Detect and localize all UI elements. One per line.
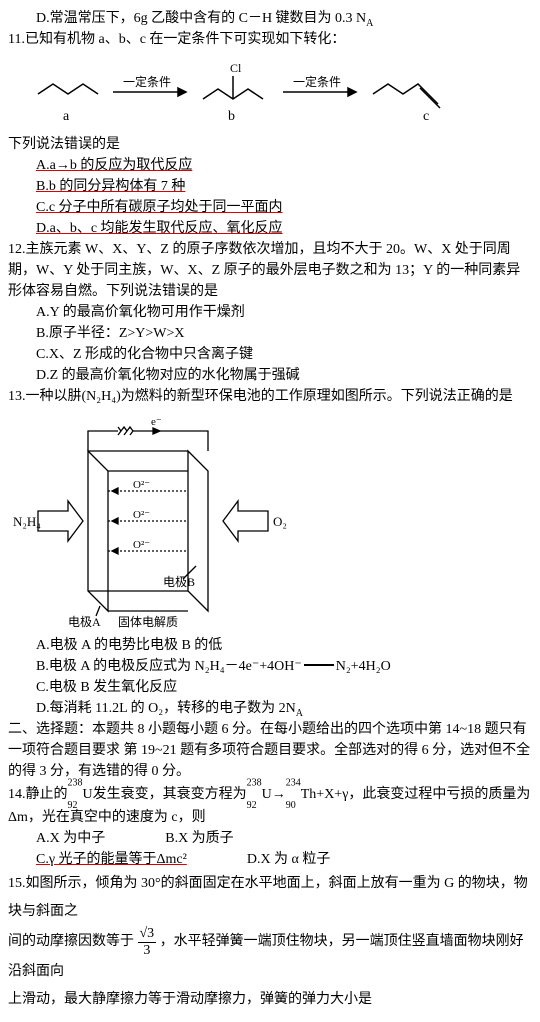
q11-prompt: 下列说法错误的是 (8, 134, 532, 155)
section2-heading: 二、选择题：本题共 8 小题每小题 6 分。在每小题给出的四个选项中第 14~1… (8, 719, 532, 782)
q12-stem: 12.主族元素 W、X、Y、Z 的原子序数依次增加，且均不大于 20。W、X 处… (8, 239, 532, 302)
q12-option-b: B.原子半径：Z>Y>W>X (36, 323, 532, 344)
q11-option-b: B.b 的同分异构体有 7 种 (36, 176, 532, 197)
q11-stem: 11.已知有机物 a、b、c 在一定条件下可实现如下转化： (8, 29, 532, 50)
svg-text:固体电解质: 固体电解质 (118, 615, 178, 629)
q11-option-c: C.c 分子中所有碳原子均处于同一平面内 (36, 197, 532, 218)
q13-figure: e⁻ O²⁻ O²⁻ O²⁻ N₂H₄ O₂ 电极B 电极A 固体电解质 (8, 411, 532, 631)
q15-stem: 15.如图所示，倾角为 30°的斜面固定在水平地面上，斜面上放有一重为 G 的物… (8, 870, 532, 1014)
label-c: c (423, 109, 429, 124)
svg-text:O₂: O₂ (273, 514, 287, 529)
q12-option-a: A.Y 的最高价氧化物可用作干燥剂 (36, 302, 532, 323)
q13-option-c: C.电极 B 发生氧化反应 (36, 677, 532, 698)
q12-option-d: D.Z 的最高价氧化物对应的水化物属于强碱 (36, 365, 532, 386)
svg-text:一定条件: 一定条件 (293, 74, 341, 89)
q14-option-b: B.X 为质子 (165, 828, 233, 849)
svg-text:O²⁻: O²⁻ (133, 509, 150, 521)
q14-option-d: D.X 为 α 粒子 (247, 849, 331, 870)
label-b: b (228, 109, 235, 124)
svg-text:电极A: 电极A (68, 615, 101, 629)
svg-text:N₂H₄: N₂H₄ (13, 514, 41, 529)
q14-option-c: C.γ 光子的能量等于Δmc² (36, 849, 187, 870)
q13-option-d: D.每消耗 11.2L 的 O₂，转移的电子数为 2NA (36, 698, 532, 719)
q11-option-d: D.a、b、c 均能发生取代反应、氧化反应 (36, 218, 532, 239)
q14-stem: 14.静止的23892U发生衰变，其衰变方程为23892U→23490Th+X+… (8, 782, 532, 828)
svg-text:一定条件: 一定条件 (123, 74, 171, 89)
q12-option-c: C.X、Z 形成的化合物中只含离子键 (36, 344, 532, 365)
q14-option-a: A.X 为中子 (36, 828, 105, 849)
q11-option-a: A.a→b 的反应为取代反应 (36, 155, 532, 176)
q13-stem: 13.一种以肼(N₂H₄)为燃料的新型环保电池的工作原理如图所示。下列说法正确的… (8, 386, 532, 407)
svg-text:O²⁻: O²⁻ (133, 479, 150, 491)
q11-figure: a 一定条件 Cl b 一定条件 c (28, 54, 532, 134)
label-a: a (63, 109, 70, 124)
q10-option-d: D.常温常压下，6g 乙酸中含有的 C－H 键数目为 0.3 NA (36, 8, 532, 29)
q13-option-b: B.电极 A 的电极反应式为 N₂H₄－4e⁻+4OH⁻N₂+4H₂O (36, 656, 532, 677)
svg-text:Cl: Cl (230, 61, 242, 75)
q14-options-row1: A.X 为中子 B.X 为质子 (36, 828, 532, 849)
svg-text:电极B: 电极B (163, 575, 195, 589)
svg-text:O²⁻: O²⁻ (133, 539, 150, 551)
q13-option-a: A.电极 A 的电势比电极 B 的低 (36, 635, 532, 656)
svg-text:e⁻: e⁻ (151, 416, 162, 428)
q14-options-row2: C.γ 光子的能量等于Δmc² D.X 为 α 粒子 (36, 849, 532, 870)
